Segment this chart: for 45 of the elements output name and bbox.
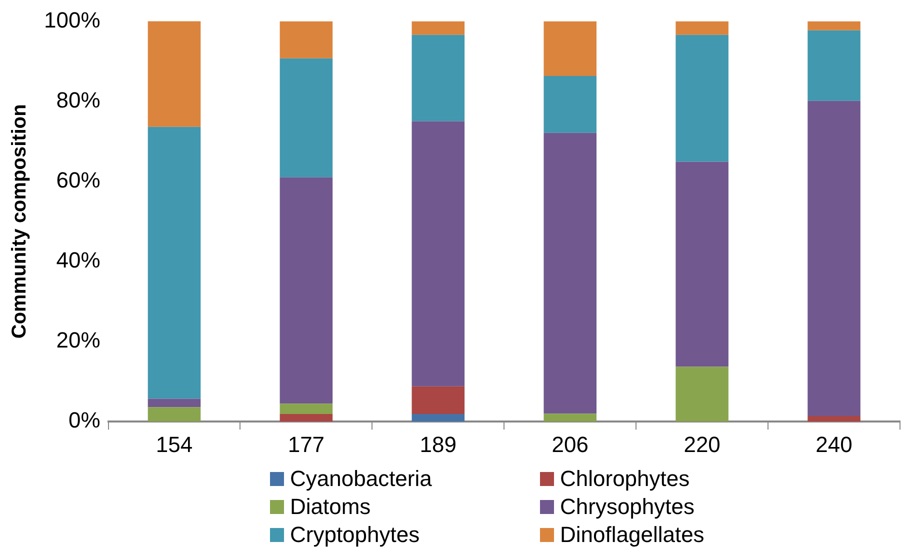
legend-label: Dinoflagellates	[560, 522, 704, 548]
bar	[280, 414, 333, 422]
bar	[544, 132, 597, 414]
bar	[280, 21, 333, 58]
x-tick-label: 177	[288, 432, 325, 457]
bar	[148, 398, 201, 408]
bar	[412, 121, 465, 386]
bar	[280, 58, 333, 178]
bar	[676, 162, 728, 367]
bar	[412, 34, 465, 122]
bar	[544, 414, 597, 422]
bar	[412, 386, 465, 414]
legend-label: Chrysophytes	[560, 494, 695, 520]
bar	[544, 21, 597, 76]
bar	[676, 21, 728, 35]
y-tick-label: 0%	[68, 408, 100, 433]
x-tick-label: 220	[684, 432, 720, 457]
bar	[808, 416, 860, 422]
bar	[808, 21, 860, 30]
x-tick-label: 154	[156, 432, 193, 457]
y-tick-label: 60%	[56, 167, 100, 192]
legend-label: Diatoms	[290, 494, 371, 520]
bar	[280, 177, 333, 404]
y-tick-label: 40%	[56, 248, 100, 273]
legend-label: Cryptophytes	[290, 522, 420, 548]
y-axis-title: Community composition	[8, 104, 31, 339]
y-tick-label: 80%	[56, 87, 100, 112]
y-tick-label: 100%	[44, 7, 100, 32]
x-tick-label: 206	[552, 432, 588, 457]
legend-label: Cyanobacteria	[290, 466, 432, 492]
bar	[148, 407, 201, 422]
bar	[148, 21, 201, 127]
bar	[676, 34, 728, 162]
bar	[412, 21, 465, 35]
bar	[808, 30, 860, 101]
x-tick-label: 189	[420, 432, 457, 457]
bar	[676, 366, 728, 422]
bar	[808, 100, 860, 416]
bar	[412, 414, 465, 422]
bar	[148, 126, 201, 399]
legend-label: Chlorophytes	[560, 466, 690, 492]
y-tick-label: 20%	[56, 328, 100, 353]
bar	[280, 404, 333, 414]
bar	[544, 76, 597, 133]
x-tick-label: 240	[816, 432, 852, 457]
